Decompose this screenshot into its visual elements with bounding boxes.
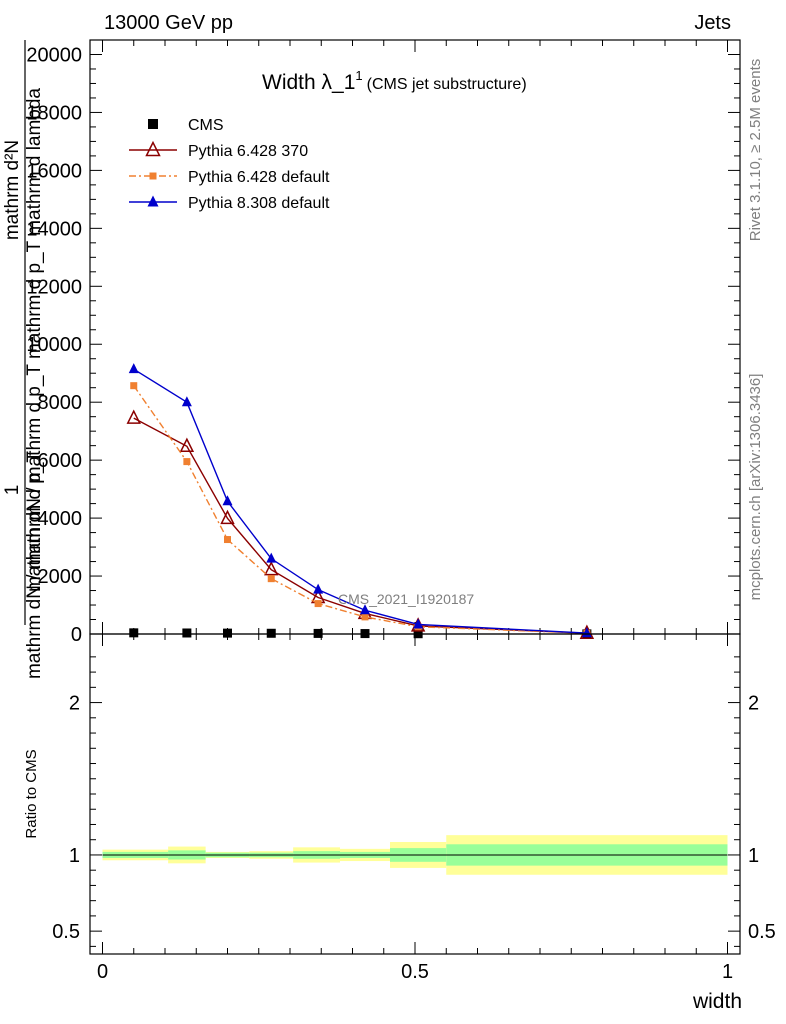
series-3 bbox=[128, 363, 592, 638]
series-line bbox=[133, 385, 587, 634]
x-tick-label: 1 bbox=[722, 961, 733, 983]
y-tick-label: 2000 bbox=[38, 566, 83, 588]
chart-subtitle: (CMS jet substructure) bbox=[367, 76, 527, 93]
legend-label: Pythia 8.308 default bbox=[188, 195, 330, 212]
data-point bbox=[224, 536, 231, 544]
ratio-ticks: 0 0.5 1 0.5 0.5 1 1 2 2 bbox=[52, 634, 776, 983]
mcplots-source-label: mcplots.cern.ch [arXiv:1306.3436] bbox=[747, 374, 764, 601]
main-y-ticks: 0 2000 4000 6000 8000 10000 12000 14000 16000 180… bbox=[26, 44, 740, 646]
ratio-y-tick-label-right: 0.5 bbox=[748, 921, 776, 943]
chart-title: Width λ_11 (CMS jet substructure) bbox=[262, 68, 527, 94]
data-point bbox=[413, 618, 424, 629]
data-point bbox=[223, 628, 232, 638]
data-point bbox=[179, 437, 195, 452]
legend-label: Pythia 6.428 370 bbox=[188, 143, 308, 160]
ratio-y-axis-label: Ratio to CMS bbox=[23, 749, 40, 838]
ratio-y-tick-label-right: 1 bbox=[748, 845, 759, 867]
ratio-plot: 0 0.5 1 0.5 0.5 1 1 2 2 bbox=[52, 633, 776, 983]
data-point bbox=[126, 409, 141, 424]
legend-marker bbox=[149, 172, 157, 180]
legend-item: Pythia 6.428 370 bbox=[129, 140, 308, 160]
ratio-y-tick-label: 0.5 bbox=[52, 921, 80, 943]
data-point bbox=[267, 575, 275, 583]
ratio-y-tick-label: 1 bbox=[69, 845, 80, 867]
series-line bbox=[133, 417, 587, 634]
legend-label: CMS bbox=[188, 117, 224, 134]
legend: CMS Pythia 6.428 370 Pythia 6.428 default P… bbox=[129, 117, 330, 212]
ratio-y-tick-label: 2 bbox=[69, 693, 80, 715]
x-tick-label: 0.5 bbox=[401, 961, 429, 983]
main-y-axis-label: mathrm d²N mathrm dN / mathrm d p_T math… bbox=[2, 40, 45, 679]
y-tick-label: 20000 bbox=[26, 44, 82, 66]
chart-title-superscript: 1 bbox=[355, 68, 362, 83]
legend-item: Pythia 8.308 default bbox=[129, 195, 330, 212]
data-point bbox=[129, 628, 139, 638]
data-point bbox=[220, 509, 235, 525]
data-point bbox=[182, 628, 192, 638]
data-point bbox=[361, 613, 369, 621]
y-tick-label: 8000 bbox=[38, 392, 83, 414]
ratio-y-tick-label-right: 2 bbox=[748, 693, 759, 715]
series-line bbox=[133, 368, 587, 634]
data-point bbox=[222, 495, 233, 506]
y-tick-label: 10000 bbox=[26, 334, 82, 356]
y-tick-label: 14000 bbox=[26, 218, 82, 240]
header-collision-label: 13000 GeV pp bbox=[104, 12, 233, 34]
y-tick-label: 16000 bbox=[26, 160, 82, 182]
data-point bbox=[266, 552, 277, 563]
chart-title-main: Width λ_1 bbox=[262, 71, 355, 94]
legend-marker bbox=[145, 140, 161, 157]
y-tick-label: 18000 bbox=[26, 102, 82, 124]
legend-label: Pythia 6.428 default bbox=[188, 169, 330, 186]
data-point bbox=[266, 628, 276, 638]
ratio-plot-frame bbox=[89, 633, 741, 955]
y-label-fraction-denominator: mathrm dN / mathrm d p_T mathrm d p_T ma… bbox=[24, 88, 45, 592]
main-plot: 0 2000 4000 6000 8000 10000 12000 14000 16000 180… bbox=[26, 39, 741, 646]
data-point bbox=[181, 396, 192, 407]
y-tick-label: 0 bbox=[71, 624, 82, 646]
legend-marker bbox=[148, 119, 158, 129]
analysis-watermark: CMS_2021_I1920187 bbox=[338, 591, 474, 607]
header-category-label: Jets bbox=[694, 12, 731, 34]
data-point bbox=[183, 458, 191, 466]
x-tick-label: 0 bbox=[97, 961, 108, 983]
legend-item: Pythia 6.428 default bbox=[129, 169, 330, 186]
data-point bbox=[128, 363, 139, 374]
y-tick-label: 6000 bbox=[38, 450, 83, 472]
data-point bbox=[581, 627, 592, 638]
x-axis-label: width bbox=[692, 990, 742, 1013]
data-point bbox=[314, 600, 322, 608]
y-tick-label: 12000 bbox=[26, 276, 82, 298]
data-point bbox=[360, 604, 370, 615]
data-point bbox=[264, 560, 279, 576]
data-point bbox=[130, 382, 138, 390]
rivet-version-label: Rivet 3.1.10, ≥ 2.5M events bbox=[747, 59, 764, 242]
y-label-outer-denominator: mathrm dN / mathrm d p_T bbox=[24, 451, 45, 679]
y-tick-label: 4000 bbox=[38, 508, 83, 530]
legend-marker bbox=[147, 195, 159, 207]
data-point bbox=[313, 583, 324, 594]
y-label-numerator: mathrm d²N bbox=[2, 140, 23, 240]
y-label-outer-numerator: 1 bbox=[2, 485, 23, 496]
legend-item: CMS bbox=[148, 117, 224, 134]
